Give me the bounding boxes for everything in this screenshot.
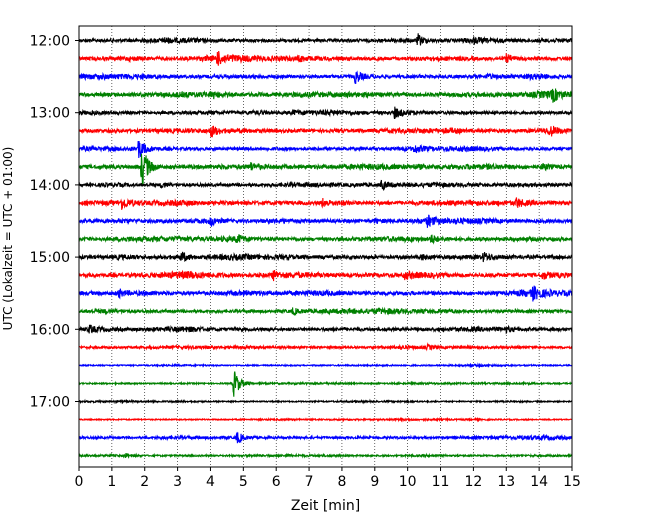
x-tick-label: 12 — [464, 474, 482, 490]
trace-1645 — [78, 371, 573, 397]
x-tick-label: 0 — [75, 474, 84, 490]
trace-1230 — [78, 70, 573, 84]
trace-1515 — [78, 269, 573, 282]
trace-1415 — [78, 197, 573, 210]
trace-1530 — [78, 285, 573, 302]
y-tick-label: 17:00 — [30, 395, 70, 411]
x-tick-label: 8 — [337, 474, 346, 490]
x-tick-label: 5 — [239, 474, 248, 490]
trace-1600 — [78, 324, 573, 335]
x-tick-label: 15 — [563, 474, 581, 490]
traces — [78, 33, 573, 459]
y-axis-label: UTC (Lokalzeit = UTC + 01:00) — [1, 147, 15, 331]
trace-1715 — [78, 416, 573, 423]
x-tick-label: 3 — [173, 474, 182, 490]
trace-1430 — [78, 214, 573, 228]
y-tick-label: 14:00 — [30, 178, 70, 194]
y-tick-label: 12:00 — [30, 34, 70, 50]
trace-1445 — [78, 234, 573, 245]
y-tick-label: 16:00 — [30, 322, 70, 338]
x-tick-label: 13 — [497, 474, 515, 490]
y-tick-label: 13:00 — [30, 106, 70, 122]
x-tick-label: 11 — [432, 474, 450, 490]
trace-1545 — [78, 306, 573, 316]
trace-1215 — [78, 50, 573, 66]
trace-1745 — [78, 452, 573, 459]
x-axis-label: Zeit [min] — [291, 498, 360, 514]
x-tick-label: 10 — [399, 474, 417, 490]
x-tick-label: 4 — [206, 474, 215, 490]
x-tick-label: 1 — [107, 474, 116, 490]
trace-1345 — [78, 153, 573, 187]
trace-1315 — [78, 125, 573, 138]
y-tick-label: 15:00 — [30, 250, 70, 266]
x-tick-label: 6 — [272, 474, 281, 490]
x-axis-ticks: 0 1 2 3 4 5 6 7 8 9 10 11 12 13 14 15 — [75, 467, 581, 490]
trace-1400 — [78, 179, 573, 192]
trace-1700 — [78, 398, 573, 405]
y-axis-ticks: 12:00 13:00 14:00 15:00 16:00 17:00 — [30, 34, 79, 411]
trace-1300 — [78, 106, 573, 120]
trace-1330 — [78, 141, 573, 159]
x-tick-label: 7 — [305, 474, 314, 490]
trace-1500 — [78, 251, 573, 263]
trace-1630 — [78, 362, 573, 369]
plot-frame — [78, 25, 573, 468]
trace-1615 — [78, 342, 573, 352]
x-tick-label: 14 — [530, 474, 548, 490]
x-tick-label: 9 — [370, 474, 379, 490]
trace-1200 — [78, 33, 573, 46]
trace-1730 — [78, 431, 573, 444]
x-tick-label: 2 — [140, 474, 149, 490]
trace-1245 — [78, 88, 573, 103]
